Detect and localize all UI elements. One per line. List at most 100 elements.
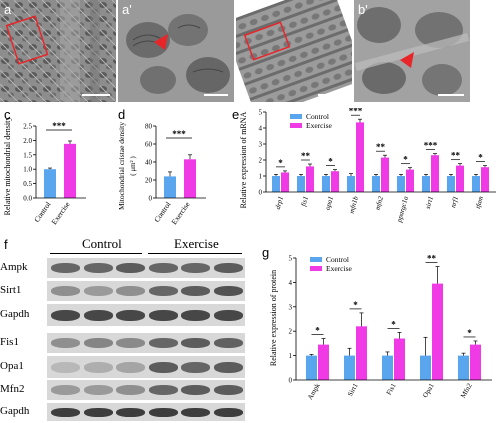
x-tick-label: opa1 — [324, 195, 335, 211]
y-tick-label: 5 — [289, 255, 293, 263]
blot-strip — [47, 356, 245, 378]
bar-control — [272, 176, 280, 192]
blot-band — [51, 263, 80, 273]
y-tick-label: 0 — [259, 189, 263, 197]
roi-box — [243, 21, 291, 61]
blot-band — [213, 362, 243, 373]
y-tick-label: 0 — [289, 377, 293, 385]
bars — [272, 118, 489, 192]
legend-control: Control — [306, 112, 329, 121]
significance-mark: * — [391, 319, 396, 329]
arrow-icon — [154, 34, 168, 50]
bar-exercise — [331, 171, 339, 192]
y-tick-label: 1.0 — [23, 166, 32, 174]
y-ticks: 0.0 0.5 1.0 1.5 2.0 2.5 — [23, 123, 36, 203]
panel-label-e: e — [232, 107, 240, 122]
y-ticks: 0 1 2 3 4 5 — [289, 255, 296, 385]
blot-band — [51, 408, 80, 417]
x-tick-label: Fis1 — [385, 382, 398, 397]
arrow-icon — [400, 52, 414, 68]
blot-band — [213, 263, 243, 273]
bars — [44, 140, 76, 198]
y-tick-label: 0.5 — [23, 180, 32, 188]
blot-strip — [47, 403, 245, 421]
blot-band — [83, 263, 113, 273]
blot-band — [83, 385, 113, 395]
bar-control — [472, 176, 480, 192]
x-tick-label: fis1 — [300, 195, 310, 207]
blot-band — [83, 362, 113, 373]
x-tick-label: drp1 — [274, 195, 285, 210]
y-tick-label: 3 — [289, 303, 293, 311]
y-axis-label: Mitochondrial cristae density — [117, 122, 126, 210]
bar-exercise — [432, 283, 443, 380]
blot-band — [181, 310, 210, 321]
bar-exercise — [184, 159, 196, 198]
bar-exercise — [281, 172, 289, 192]
blot-band — [148, 338, 178, 348]
panel-label-a-prime: a' — [122, 2, 132, 17]
y-tick-label: 1 — [289, 352, 293, 360]
significance-mark: * — [315, 326, 320, 336]
band-label: Gapdh — [0, 405, 30, 417]
blot-band — [116, 408, 145, 417]
significance-mark: *** — [349, 108, 363, 116]
blot-band — [148, 408, 178, 417]
bar-exercise — [356, 326, 367, 380]
significance-mark: * — [467, 328, 472, 338]
panel-label-a: a — [4, 2, 12, 17]
bars — [306, 266, 481, 380]
y-tick-label: 80 — [145, 123, 153, 131]
blot-band — [213, 385, 243, 395]
significance-mark: ** — [376, 142, 386, 152]
x-ticks: Ampk Sirt1 Fis1 Opa1 Mfn2 — [306, 382, 474, 402]
band-label: Ampk — [0, 261, 28, 273]
bar-control — [347, 176, 355, 192]
blot-band — [181, 362, 210, 373]
panel-label-c: c — [4, 107, 11, 122]
y-ticks: 0 1 2 3 4 5 — [259, 109, 266, 197]
group-label-exercise: Exercise — [174, 236, 219, 251]
bar-exercise — [431, 155, 439, 192]
x-ticks: drp1 fis1 opa1 mfn1b mfn2 ppargc1a sirt1 nrf1 tf… — [274, 195, 485, 224]
blot-band — [148, 286, 178, 296]
x-tick-label: ppargc1a — [395, 195, 410, 224]
bar-control — [382, 355, 393, 380]
blot-band — [116, 362, 145, 373]
blot-band — [116, 286, 145, 296]
y-ticks: 0 20 40 60 80 — [145, 123, 156, 203]
significance-mark: ** — [427, 254, 437, 264]
band-label: Opa1 — [0, 360, 24, 372]
blot-band — [83, 310, 113, 321]
bar-control — [372, 176, 380, 192]
blot-band — [83, 286, 113, 296]
blot-band — [213, 338, 243, 348]
blot-band — [51, 338, 80, 348]
chart-c: Relative mitochondrial density 0.0 0.5 1.0… — [3, 118, 86, 226]
blot-band — [51, 362, 80, 373]
legend-swatch-control — [290, 114, 302, 119]
blot-band — [148, 362, 178, 373]
x-tick-label: sirt1 — [424, 195, 435, 209]
micrograph-a-prime: a' — [118, 0, 234, 102]
panel-label-g: g — [262, 245, 270, 260]
band-label: Fis1 — [0, 336, 19, 348]
y-tick-label: 2 — [259, 157, 263, 165]
blot-band — [181, 338, 210, 348]
y-tick-label: 3 — [259, 141, 263, 149]
bar-exercise — [381, 157, 389, 192]
micrograph-b-prime-image — [354, 0, 470, 102]
group-underline-exercise — [148, 253, 242, 254]
bar-control — [458, 355, 469, 380]
bar-control — [447, 176, 455, 192]
bar-exercise — [64, 143, 76, 198]
blot-band — [213, 408, 243, 417]
bars — [164, 154, 196, 198]
y-tick-label: 0 — [149, 195, 153, 203]
panel-label-d: d — [118, 107, 126, 122]
legend: Control Exercise — [290, 112, 332, 130]
bar-control — [164, 176, 176, 198]
x-tick-label: Sirt1 — [346, 382, 360, 398]
legend-swatch-control — [310, 257, 322, 262]
